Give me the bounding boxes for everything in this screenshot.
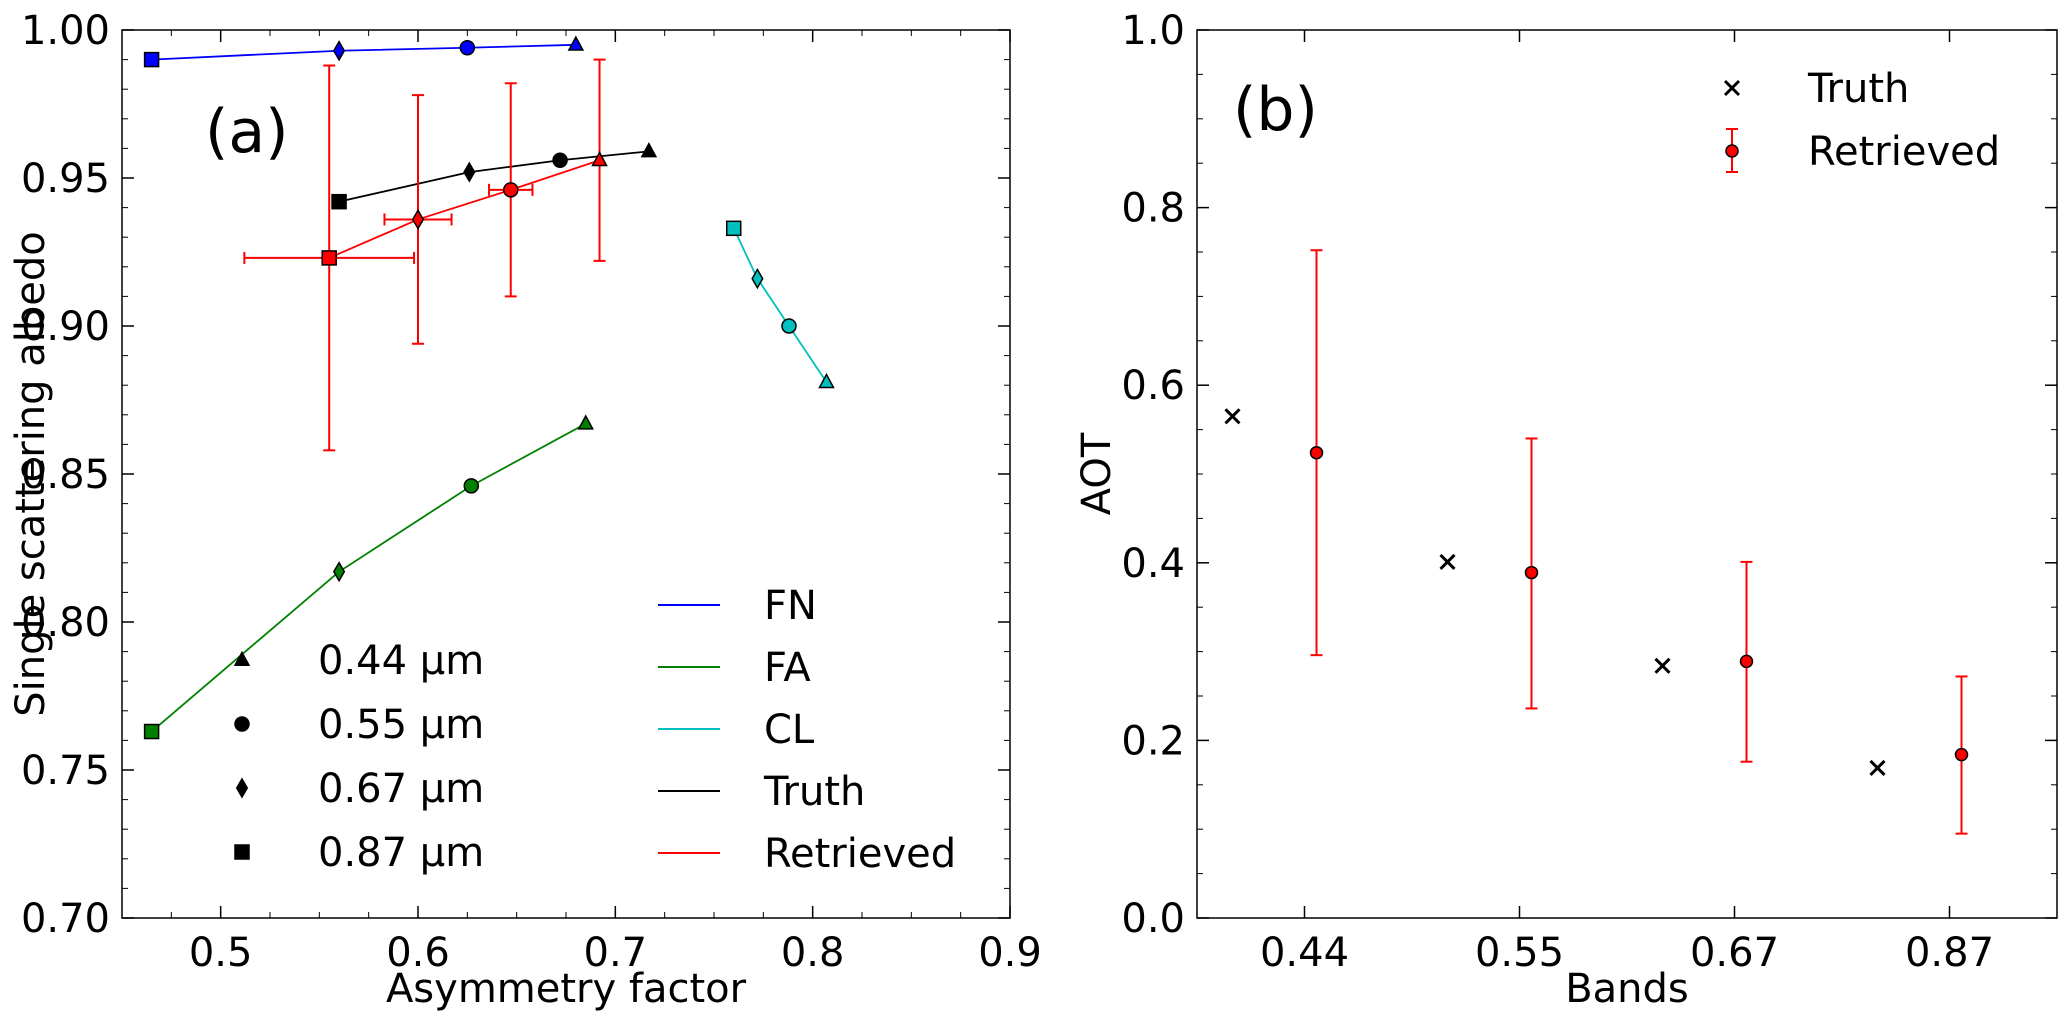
series-line-fn: [151, 43, 576, 61]
y-tick-label: 0.80: [21, 600, 110, 646]
data-point-truth: [1224, 408, 1241, 425]
data-point-truth: [1439, 553, 1456, 570]
data-point-cl: [818, 372, 835, 389]
x-tick-label: 0.8: [781, 930, 845, 976]
x-tick-label: 0.87: [1905, 930, 1994, 976]
data-point-cl: [725, 220, 742, 237]
series-line-fa: [151, 422, 587, 733]
data-point-retrieved: [591, 150, 608, 167]
series-line-retrieved: [328, 159, 600, 259]
legend-marker-circle-icon: [234, 716, 250, 732]
y-tick-label: 0.70: [21, 896, 110, 942]
y-tick-label: 1.00: [21, 8, 110, 54]
x-tick-label: 0.44: [1260, 930, 1349, 976]
legend-label: CL: [764, 707, 815, 753]
legend-label: FA: [764, 645, 811, 691]
legend-label: Retrieved: [764, 831, 956, 877]
series-line-truth: [338, 150, 649, 203]
data-point-truth: [1869, 759, 1886, 776]
data-point-fa: [332, 561, 346, 583]
x-axis-label: Bands: [1565, 966, 1689, 1012]
y-tick-label: 0.95: [21, 156, 110, 202]
data-point-retrieved: [1524, 565, 1539, 580]
series-retrieved: [1309, 249, 1969, 835]
y-axis-label: AOT: [1074, 432, 1120, 515]
legend-label: Truth: [1807, 66, 1909, 112]
legend-label: Truth: [763, 769, 865, 815]
data-point-fn: [459, 40, 476, 56]
x-tick-label: 0.6: [386, 930, 450, 976]
legend-marker-triangle-icon: [233, 650, 251, 666]
series-legend: FN FA CL Truth Retrieved: [658, 583, 956, 877]
series-truth: [1224, 408, 1886, 776]
marker-legend: 0.44 μm 0.55 μm 0.67 μm 0.87 μm: [233, 638, 484, 876]
legend-marker-square-icon: [234, 844, 250, 860]
legend-label: 0.87 μm: [318, 830, 484, 876]
data-point-fn: [143, 51, 160, 68]
panel-label-a: (a): [205, 97, 289, 167]
data-point-retrieved: [321, 250, 337, 266]
x-tick-label: 0.55: [1475, 930, 1564, 976]
series-cl: [725, 220, 835, 389]
legend-b: Truth Retrieved: [1723, 66, 2000, 175]
data-point-cl: [751, 268, 764, 290]
panel-label-b: (b): [1233, 75, 1318, 145]
legend-label: Retrieved: [1808, 129, 2000, 175]
legend-label: FN: [764, 583, 817, 629]
data-point-retrieved: [1954, 747, 1969, 762]
data-point-retrieved: [502, 182, 519, 198]
y-tick-label: 0.85: [21, 452, 110, 498]
legend-retrieved-circle-icon: [1725, 144, 1739, 158]
series-fn: [143, 35, 585, 68]
series-line-cl: [732, 227, 828, 383]
data-point-fa: [143, 723, 160, 740]
x-tick-label: 0.5: [189, 930, 253, 976]
y-tick-label: 0.8: [1121, 186, 1185, 232]
data-point-fa: [463, 478, 480, 494]
panel-b: 0.0 0.2 0.4 0.6 0.8 1.0 0.44 0.55 0.67 0.87 Bands A…: [1074, 8, 2058, 1012]
legend-marker-diamond-icon: [235, 777, 249, 799]
data-point-retrieved: [1309, 445, 1324, 460]
legend-label: 0.67 μm: [318, 766, 484, 812]
data-point-retrieved: [411, 208, 425, 231]
series-retrieved: [243, 58, 608, 452]
x-tick-label: 0.9: [978, 930, 1042, 976]
y-tick-label: 0.90: [21, 304, 110, 350]
y-tick-label: 0.0: [1121, 896, 1185, 942]
panel-a: 0.5 0.6 0.7 0.8 0.9 0.70 0.75 0.80 0.85 0.90 0.95 1…: [8, 8, 1042, 1012]
legend-label: 0.55 μm: [318, 702, 484, 748]
data-point-fn: [567, 35, 585, 51]
y-tick-label: 0.4: [1121, 541, 1185, 587]
data-point-truth: [463, 161, 476, 183]
series-truth: [331, 142, 658, 210]
x-axis-label: Asymmetry factor: [386, 966, 747, 1012]
data-point-fn: [332, 40, 346, 62]
data-point-fa: [577, 414, 594, 430]
y-tick-label: 0.75: [21, 748, 110, 794]
x-tick-label: 0.67: [1690, 930, 1779, 976]
data-point-truth: [552, 152, 568, 168]
legend-label: 0.44 μm: [318, 638, 484, 684]
legend-truth-x-icon: [1723, 79, 1741, 97]
y-axis-label: Single scattering albedo: [8, 231, 54, 717]
data-point-retrieved: [1739, 654, 1754, 669]
series-fa: [143, 414, 594, 740]
y-tick-label: 0.6: [1121, 363, 1185, 409]
data-point-cl: [781, 318, 797, 334]
data-point-truth: [640, 142, 658, 158]
data-point-truth: [1654, 657, 1671, 674]
y-tick-label: 0.2: [1121, 718, 1185, 764]
data-point-truth: [331, 193, 347, 210]
y-tick-label: 1.0: [1121, 8, 1185, 54]
x-tick-label: 0.7: [584, 930, 648, 976]
